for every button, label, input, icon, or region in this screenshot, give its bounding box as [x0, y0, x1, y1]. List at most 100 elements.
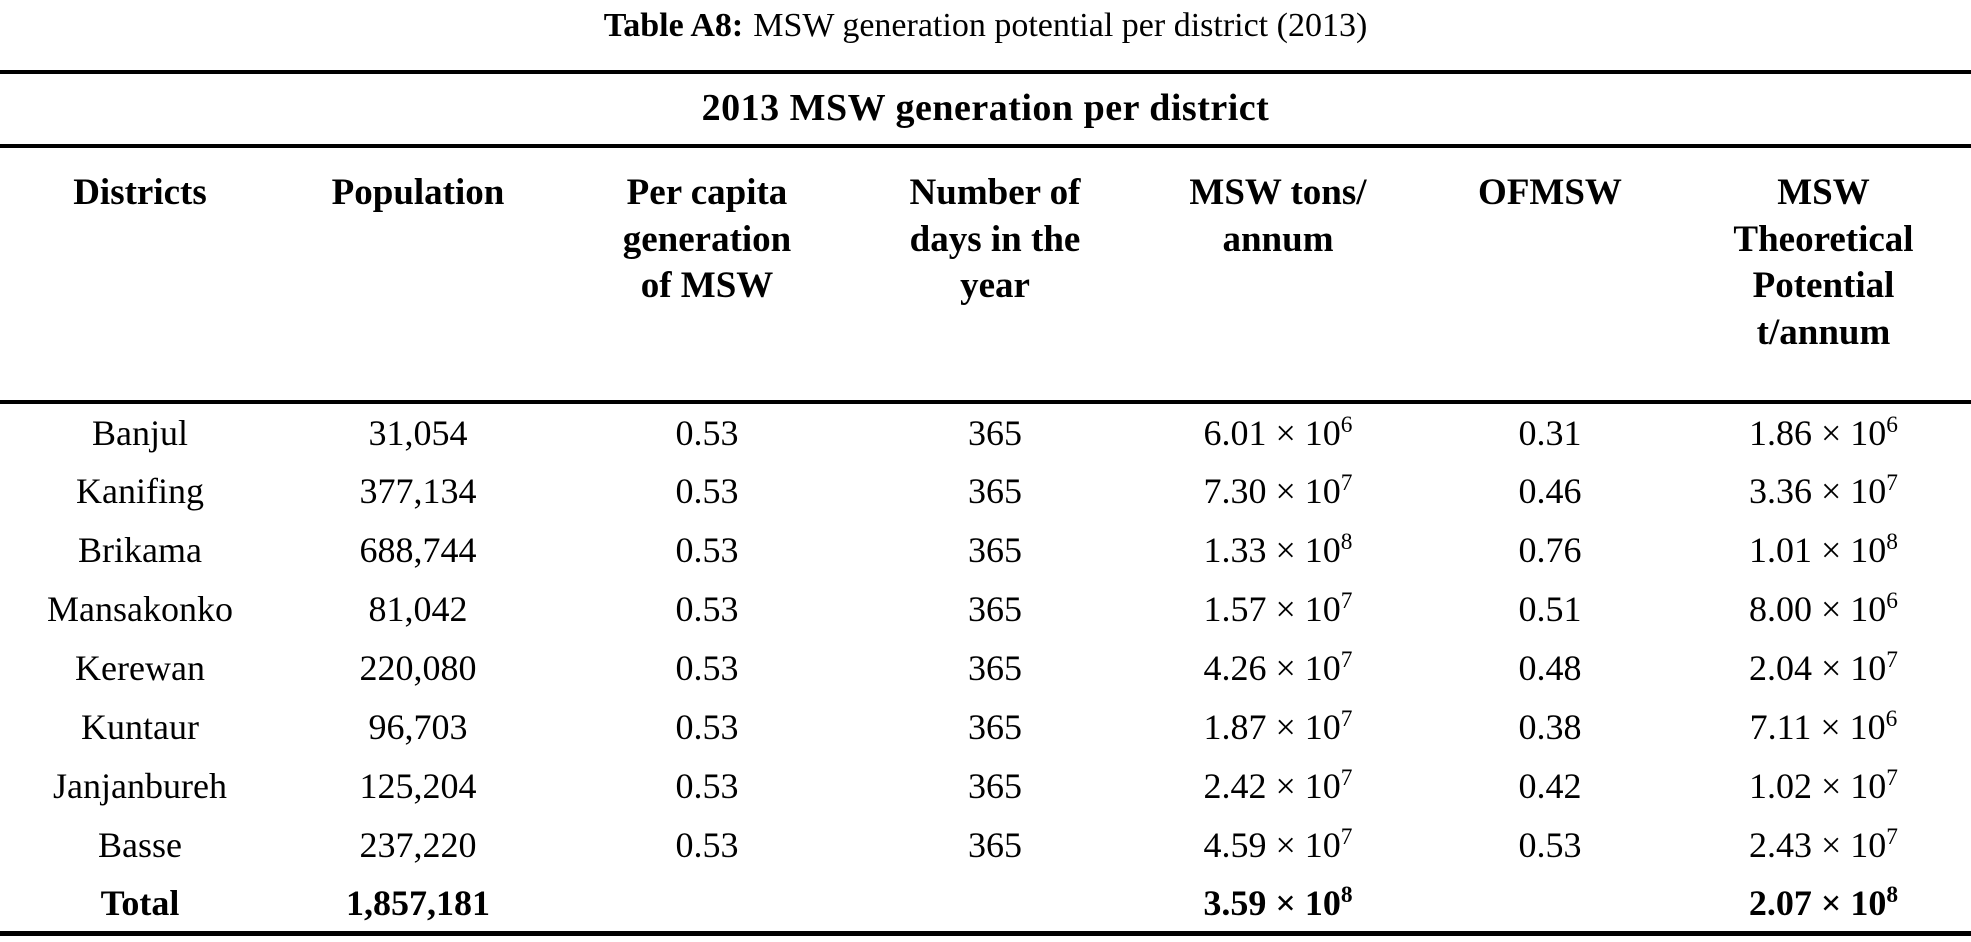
table-row-banjul: Banjul 31,054 0.53 365 6.01 × 106 0.31 1.86 × … — [0, 402, 1971, 461]
exponent: 6 — [1886, 411, 1898, 438]
table-cell: 0.53 — [675, 706, 739, 747]
table-cell: Kanifing — [76, 470, 204, 511]
table-row-kerewan: Kerewan 220,080 0.53 365 4.26 × 107 0.48 2.04 … — [0, 638, 1971, 697]
column-header-line: t/annum — [1756, 311, 1891, 353]
column-header-line: Districts — [73, 172, 207, 213]
table-cell: 2.04 × 107 — [1748, 646, 1898, 688]
table-cell — [556, 874, 858, 933]
table-cell: 0.48 — [1518, 647, 1582, 688]
exponent: 7 — [1886, 764, 1898, 791]
table-cell: 1.01 × 108 — [1748, 528, 1898, 570]
table-row-kuntaur: Kuntaur 96,703 0.53 365 1.87 × 107 0.38 7.11 ×… — [0, 697, 1971, 756]
table-cell: 4.59 × 107 — [1203, 823, 1353, 865]
exponent: 7 — [1340, 705, 1353, 732]
table-cell: 6.01 × 106 — [1203, 411, 1353, 453]
exponent: 7 — [1340, 646, 1353, 673]
table-cell: 1.02 × 107 — [1748, 764, 1898, 806]
table-cell: 220,080 — [359, 647, 477, 688]
exponent: 7 — [1340, 587, 1353, 614]
table-cell: 31,054 — [368, 412, 468, 453]
table-cell: 0.42 — [1518, 765, 1582, 806]
exponent: 7 — [1886, 823, 1898, 850]
exponent: 7 — [1340, 823, 1353, 850]
table-title: 2013 MSW generation per district — [0, 72, 1971, 148]
table-cell: 237,220 — [359, 824, 477, 865]
table-cell: 8.00 × 106 — [1748, 587, 1898, 629]
table-cell: 0.76 — [1518, 529, 1582, 570]
table-cell: 7.30 × 107 — [1203, 469, 1353, 511]
table-cell: 3.59 × 108 — [1203, 881, 1353, 923]
column-header-msw-theoretical-potential: MSW Theoretical Potential t/annum — [1676, 146, 1971, 405]
exponent: 7 — [1886, 646, 1898, 673]
exponent: 6 — [1340, 411, 1353, 438]
table-cell — [1424, 874, 1676, 933]
table-cell: 2.43 × 107 — [1748, 823, 1898, 865]
table-cell: Total — [100, 882, 180, 923]
table-row-kanifing: Kanifing 377,134 0.53 365 7.30 × 107 0.46 3.36… — [0, 461, 1971, 520]
column-header-line: days in the — [909, 218, 1081, 260]
table-cell: 0.46 — [1518, 470, 1582, 511]
table-cell: 365 — [968, 529, 1022, 570]
table-cell: 0.53 — [675, 647, 739, 688]
exponent: 8 — [1886, 528, 1898, 555]
column-header-line: Population — [331, 172, 505, 213]
table-cell: 7.11 × 106 — [1749, 705, 1898, 747]
msw-generation-table: 2013 MSW generation per district Distric… — [0, 70, 1971, 936]
table-cell: 4.26 × 107 — [1203, 646, 1353, 688]
table-cell: 3.36 × 107 — [1748, 469, 1898, 511]
column-header-ofmsw: OFMSW — [1424, 146, 1676, 405]
exponent: 7 — [1886, 469, 1898, 496]
table-header-row: Districts Population Per capita generation o… — [0, 146, 1971, 405]
table-cell: 365 — [968, 470, 1022, 511]
table-cell: Janjanbureh — [53, 765, 227, 806]
table-cell: 365 — [968, 765, 1022, 806]
column-header-line: of MSW — [640, 265, 774, 307]
table-cell: 688,744 — [359, 529, 477, 570]
table-cell: 1.87 × 107 — [1203, 705, 1353, 747]
table-cell — [858, 874, 1132, 933]
column-header-days-in-year: Number of days in the year — [858, 146, 1132, 405]
exponent: 6 — [1886, 587, 1898, 614]
table-cell: 96,703 — [368, 706, 468, 747]
table-row-brikama: Brikama 688,744 0.53 365 1.33 × 108 0.76 1.01 … — [0, 520, 1971, 579]
table-cell: 0.53 — [675, 765, 739, 806]
exponent: 8 — [1886, 881, 1899, 908]
table-cell: 1.86 × 106 — [1748, 411, 1898, 453]
column-header-per-capita-generation-msw: Per capita generation of MSW — [556, 146, 858, 405]
table-cell: Mansakonko — [47, 588, 233, 629]
column-header-msw-tons-per-annum: MSW tons/annum — [1132, 146, 1424, 405]
table-cell: Kuntaur — [81, 706, 199, 747]
table-cell: 365 — [968, 824, 1022, 865]
column-header-line: MSW — [1777, 172, 1870, 213]
exponent: 8 — [1340, 528, 1353, 555]
table-row-mansakonko: Mansakonko 81,042 0.53 365 1.57 × 107 0.51 8.0… — [0, 579, 1971, 638]
table-row-janjanbureh: Janjanbureh 125,204 0.53 365 2.42 × 107 0.42 1… — [0, 756, 1971, 815]
table-cell: Basse — [98, 824, 182, 865]
table-cell: 365 — [968, 706, 1022, 747]
table-cell: 2.42 × 107 — [1203, 764, 1353, 806]
table-caption-label: Table A8: — [603, 7, 744, 44]
table-cell: 0.53 — [675, 824, 739, 865]
column-header-population: Population — [280, 146, 556, 405]
table-cell: 377,134 — [359, 470, 477, 511]
table-cell: 365 — [968, 647, 1022, 688]
table-cell: Banjul — [92, 412, 188, 453]
table-cell: 0.53 — [675, 412, 739, 453]
table-row-total: Total 1,857,181 3.59 × 108 2.07 × 108 — [0, 874, 1971, 933]
exponent: 8 — [1340, 881, 1353, 908]
table-cell: 1.57 × 107 — [1203, 587, 1353, 629]
table-caption: Table A8: MSW generation potential per di… — [0, 0, 1971, 70]
table-cell: 365 — [968, 588, 1022, 629]
table-title-row: 2013 MSW generation per district — [0, 72, 1971, 148]
table-row-basse: Basse 237,220 0.53 365 4.59 × 107 0.53 2.43 × … — [0, 815, 1971, 874]
table-cell: 0.53 — [675, 588, 739, 629]
table-cell: 0.38 — [1518, 706, 1582, 747]
table-cell: 0.53 — [1518, 824, 1582, 865]
exponent: 7 — [1340, 764, 1353, 791]
column-header-districts: Districts — [0, 146, 280, 405]
table-cell: 1,857,181 — [346, 882, 490, 923]
column-header-line: Theoretical — [1733, 218, 1914, 260]
table-cell: 125,204 — [359, 765, 477, 806]
column-header-line: MSW tons/ — [1189, 172, 1367, 213]
